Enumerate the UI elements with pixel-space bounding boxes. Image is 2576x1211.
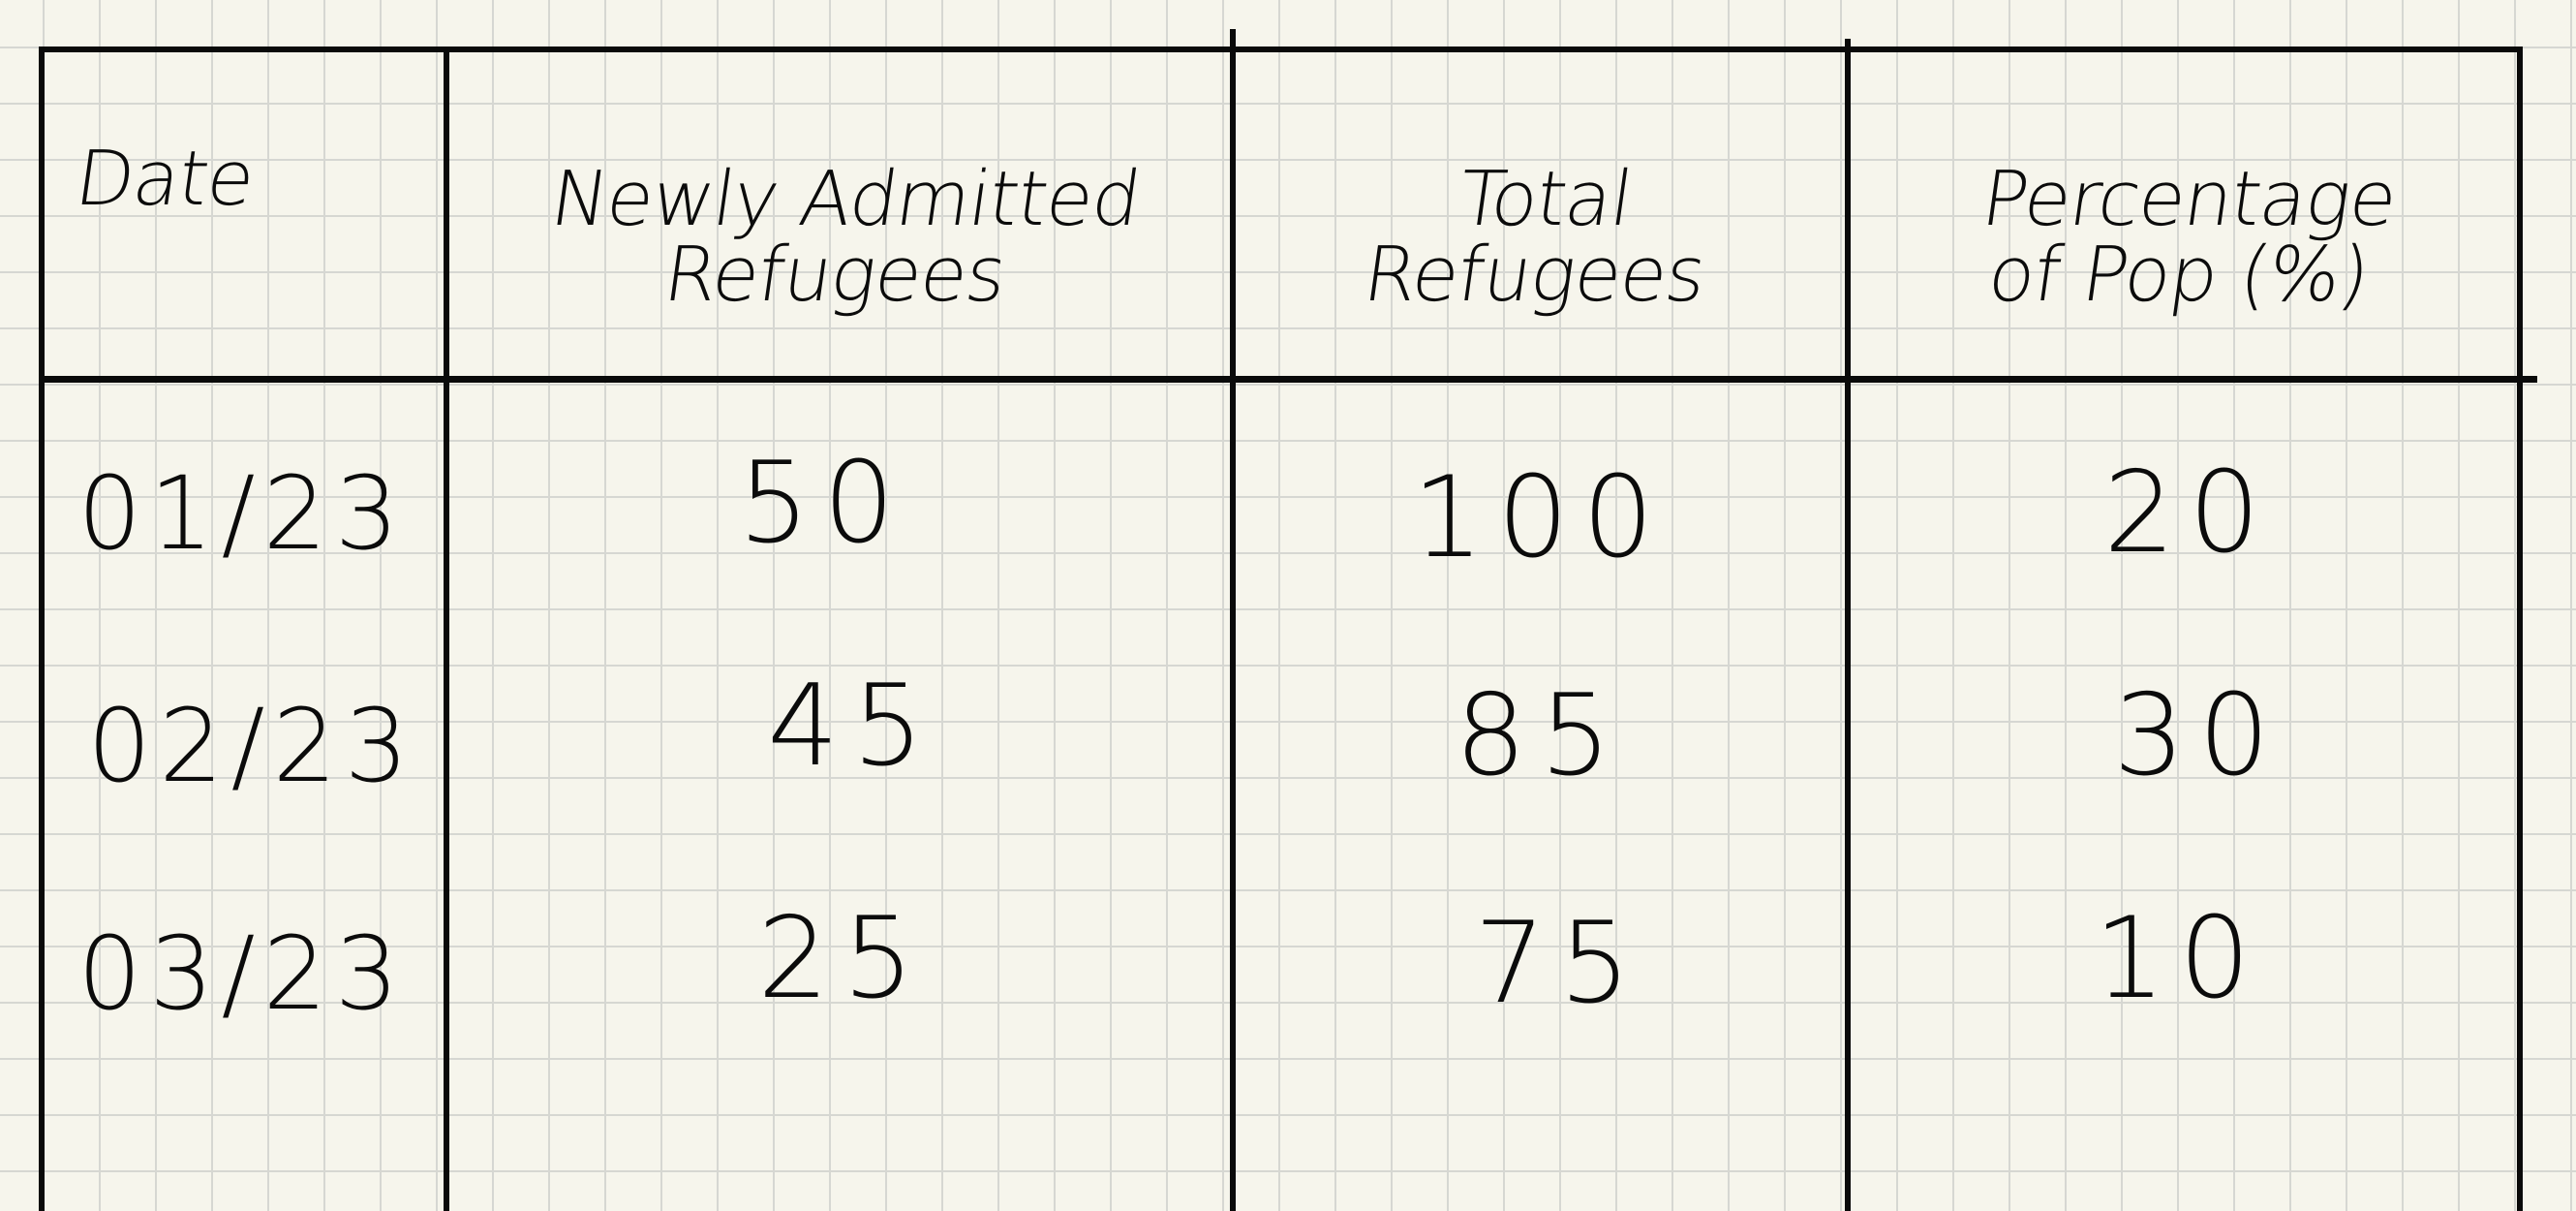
table-right-border bbox=[2517, 47, 2523, 1211]
table-row-1-date: 01/23 bbox=[77, 454, 407, 573]
table-row-2-newly-admitted: 45 bbox=[767, 661, 937, 792]
table-left-border bbox=[39, 47, 45, 1211]
header-total-line1: Total bbox=[1453, 156, 1638, 243]
table-row-3-date: 03/23 bbox=[77, 915, 407, 1033]
header-divider bbox=[39, 376, 2537, 383]
table-row-3-percentage: 10 bbox=[2094, 893, 2264, 1024]
table-row-2-total: 85 bbox=[1455, 670, 1625, 801]
table-top-border bbox=[39, 47, 2523, 52]
table-row-3-newly-admitted: 25 bbox=[757, 893, 928, 1024]
table-row-1-percentage: 20 bbox=[2103, 448, 2274, 578]
header-newly-admitted-line2: Refugees bbox=[659, 232, 1011, 319]
table-row-1-total: 100 bbox=[1412, 452, 1668, 583]
table-row-2-date: 02/23 bbox=[87, 687, 416, 805]
header-date-label: Date bbox=[70, 136, 260, 223]
header-percentage-line2: of Pop (%) bbox=[1982, 232, 2375, 319]
header-total-line2: Refugees bbox=[1358, 232, 1711, 319]
table-row-3-total: 75 bbox=[1474, 898, 1644, 1029]
header-newly-admitted-line1: Newly Admitted bbox=[545, 156, 1146, 243]
header-date: Date bbox=[38, 107, 291, 252]
header-total-refugees: Total Refugees bbox=[1223, 121, 1856, 354]
header-percentage-line1: Percentage bbox=[1977, 156, 2402, 243]
table-row-2-percentage: 30 bbox=[2113, 670, 2284, 801]
header-percentage-of-pop: Percentage of Pop (%) bbox=[1838, 121, 2530, 354]
table-row-1-newly-admitted: 50 bbox=[738, 438, 908, 569]
column-divider-1 bbox=[444, 47, 449, 1211]
column-divider-3 bbox=[1845, 39, 1851, 1211]
header-newly-admitted: Newly Admitted Refugees bbox=[439, 121, 1242, 354]
column-divider-2 bbox=[1230, 29, 1236, 1211]
